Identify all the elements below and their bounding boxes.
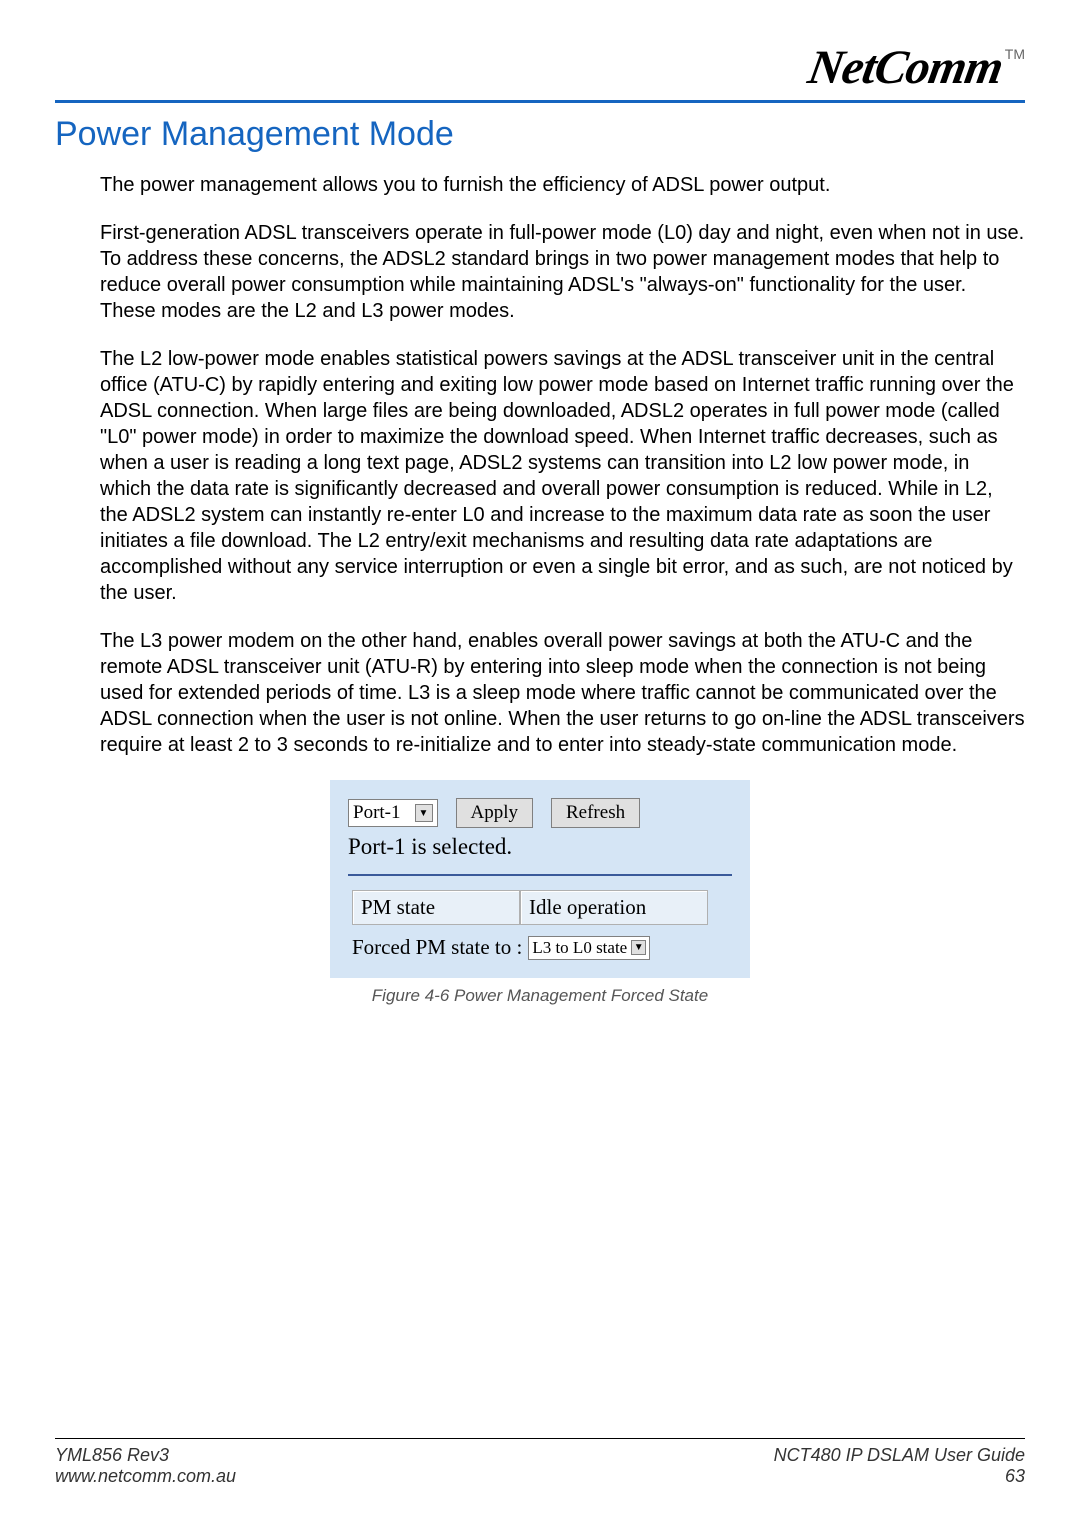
footer-divider <box>55 1438 1025 1439</box>
footer-left: YML856 Rev3 www.netcomm.com.au <box>55 1445 236 1487</box>
header-divider <box>55 100 1025 103</box>
chevron-down-icon: ▼ <box>631 940 646 955</box>
paragraph-4: The L3 power modem on the other hand, en… <box>100 628 1025 758</box>
page-header: NetComm TM <box>55 40 1025 95</box>
screenshot-divider <box>348 874 732 876</box>
footer-rev: YML856 Rev3 <box>55 1445 236 1466</box>
screenshot-controls-row: Port-1 ▼ Apply Refresh <box>348 798 732 828</box>
footer-guide: NCT480 IP DSLAM User Guide <box>774 1445 1025 1466</box>
pm-state-label-cell: PM state <box>352 890 520 925</box>
forced-pm-label: Forced PM state to : <box>352 935 522 960</box>
apply-button[interactable]: Apply <box>456 798 534 828</box>
forced-pm-value: L3 to L0 state <box>532 938 627 958</box>
page-footer: YML856 Rev3 www.netcomm.com.au NCT480 IP… <box>55 1438 1025 1487</box>
pm-state-table: PM state Idle operation <box>352 890 732 925</box>
forced-pm-row: Forced PM state to : L3 to L0 state ▼ <box>352 935 732 960</box>
port-select-dropdown[interactable]: Port-1 ▼ <box>348 799 438 827</box>
footer-right: NCT480 IP DSLAM User Guide 63 <box>774 1445 1025 1487</box>
forced-pm-dropdown[interactable]: L3 to L0 state ▼ <box>528 936 650 960</box>
footer-page: 63 <box>774 1466 1025 1487</box>
port-selected-status: Port-1 is selected. <box>348 834 732 860</box>
figure-container: Port-1 ▼ Apply Refresh Port-1 is selecte… <box>55 780 1025 978</box>
refresh-button[interactable]: Refresh <box>551 798 640 828</box>
logo-trademark: TM <box>1005 46 1025 62</box>
pm-state-value-cell: Idle operation <box>520 890 708 925</box>
port-select-value: Port-1 <box>353 802 401 824</box>
paragraph-3: The L2 low-power mode enables statistica… <box>100 346 1025 606</box>
netcomm-logo: NetComm TM <box>809 40 1025 95</box>
logo-text: NetComm <box>804 40 1007 95</box>
footer-row: YML856 Rev3 www.netcomm.com.au NCT480 IP… <box>55 1445 1025 1487</box>
section-title: Power Management Mode <box>55 115 1025 154</box>
screenshot-panel: Port-1 ▼ Apply Refresh Port-1 is selecte… <box>330 780 750 978</box>
paragraph-1: The power management allows you to furni… <box>100 172 1025 198</box>
chevron-down-icon: ▼ <box>415 804 433 822</box>
figure-caption: Figure 4-6 Power Management Forced State <box>55 986 1025 1006</box>
footer-url: www.netcomm.com.au <box>55 1466 236 1487</box>
paragraph-2: First-generation ADSL transceivers opera… <box>100 220 1025 324</box>
